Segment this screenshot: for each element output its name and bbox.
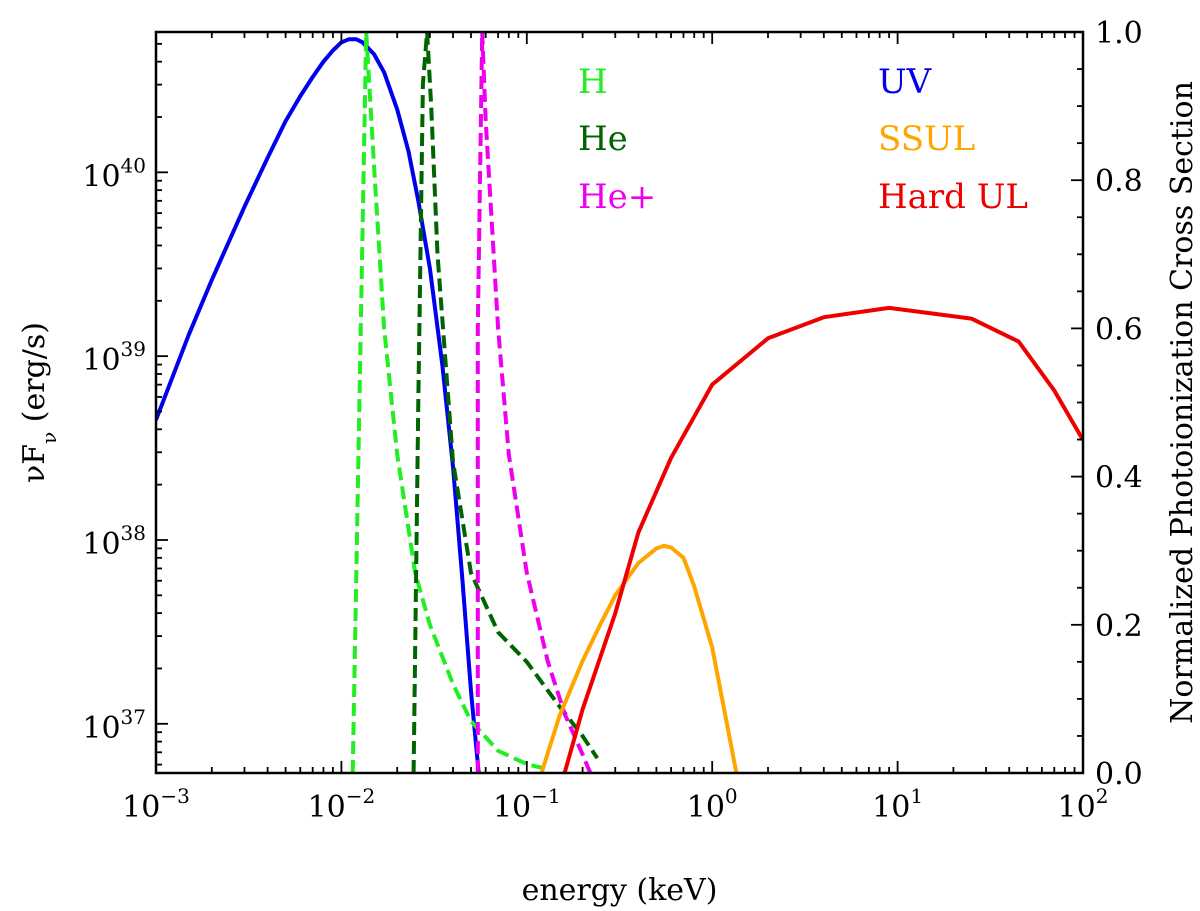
legend-label-hard-ul: Hard UL	[878, 177, 1028, 217]
series-line-he	[475, 32, 593, 773]
x-tick-label: 10−3	[122, 784, 190, 825]
series-line-ssul	[539, 543, 739, 773]
y-right-tick-label: 0.4	[1095, 461, 1143, 496]
y-axis-right-title: Normalized Photoionization Cross Section	[1165, 81, 1200, 724]
ticks-layer	[155, 31, 1084, 774]
x-tick-label: 10−1	[493, 784, 561, 825]
x-tick-label: 101	[872, 784, 923, 825]
x-tick-label: 10−2	[308, 784, 376, 825]
y-right-tick-label: 0.2	[1095, 609, 1143, 644]
series-line-he	[411, 32, 599, 773]
y-left-tick-label: 1039	[82, 337, 146, 378]
y-left-tick-label: 1040	[82, 153, 146, 194]
x-tick-label: 100	[687, 784, 738, 825]
legend-label-he: He	[578, 119, 628, 159]
x-tick-label: 102	[1058, 784, 1109, 825]
legend-label-uv: UV	[878, 62, 933, 102]
legend-label-ssul: SSUL	[878, 119, 975, 159]
y-right-tick-label: 1.0	[1095, 16, 1143, 51]
tick-labels: 10−3 10−2 10−1 100 101 102 1037 1038 1039 1040 0.0…	[82, 16, 1142, 825]
y-right-tick-label: 0.0	[1095, 757, 1143, 792]
y-axis-left-title-base: νF	[17, 444, 52, 483]
y-axis-left-title: νFν (erg/s)	[17, 322, 61, 483]
y-axis-left-title-rest: (erg/s)	[17, 322, 52, 432]
series-line-uv	[156, 37, 481, 773]
y-left-tick-label: 1038	[82, 521, 146, 562]
legend-label-h: H	[578, 62, 608, 102]
x-axis-title: energy (keV)	[522, 873, 718, 908]
y-axis-left-title-sub: ν	[37, 432, 61, 444]
y-right-tick-label: 0.8	[1095, 164, 1143, 199]
y-left-tick-label: 1037	[82, 705, 146, 746]
legend-label-heplus: He+	[578, 177, 656, 217]
series-layer	[156, 32, 1083, 773]
legend: H He He+ UV SSUL Hard UL	[578, 62, 1028, 217]
series-line-hard-ul	[562, 305, 1083, 773]
y-right-tick-label: 0.6	[1095, 312, 1143, 347]
